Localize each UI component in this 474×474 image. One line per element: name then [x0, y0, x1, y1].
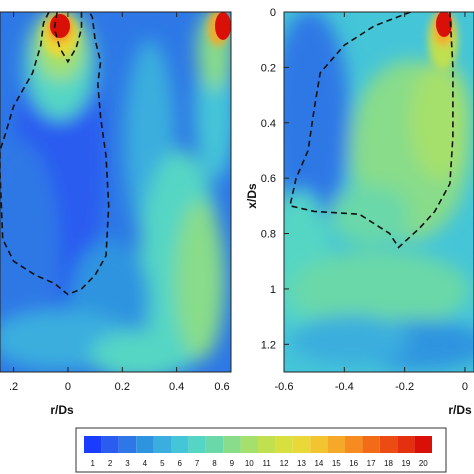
colorbar-swatch — [84, 436, 102, 453]
colorbar-swatch — [275, 436, 293, 453]
colorbar-swatch — [240, 436, 258, 453]
colorbar-swatch — [188, 436, 206, 453]
left-dashed-contour — [0, 12, 110, 296]
left-plot-frame — [0, 11, 232, 373]
colorbar-swatch — [136, 436, 154, 453]
colorbar-swatch — [327, 436, 345, 453]
right-x-tick-label: -0.6 — [275, 381, 294, 393]
colorbar-label: 16 — [349, 459, 358, 468]
right-plot-frame — [283, 11, 474, 373]
colorbar-label: 7 — [195, 459, 200, 468]
colorbar-swatch — [118, 436, 137, 453]
colorbar-swatch — [379, 436, 398, 453]
left-x-tick-label: 0 — [65, 381, 71, 393]
colorbar-swatch — [362, 436, 380, 453]
right-y-tick-label: 0.8 — [261, 229, 276, 241]
right-dashed-contour — [289, 12, 454, 249]
colorbar: 1 2 3 4 5 6 7 8 9 10 11 12 13 14 15 16 17 18 19 20 — [84, 436, 432, 468]
right-x-axis-label: r/Ds — [448, 403, 472, 417]
right-hotspot — [436, 12, 452, 37]
colorbar-swatch — [414, 436, 432, 453]
left-inner-contour — [53, 12, 83, 64]
right-x-axis: -0.6 -0.4 -0.2 0 — [275, 12, 468, 393]
left-heatmap — [0, 12, 231, 372]
left-x-axis-label: r/Ds — [50, 403, 74, 417]
colorbar-swatch — [397, 436, 415, 453]
colorbar-label: 19 — [401, 459, 410, 468]
colorbar-swatch — [345, 436, 363, 453]
left-hotspot-center — [50, 14, 70, 38]
colorbar-label: 14 — [314, 459, 323, 468]
colorbar-swatch — [258, 436, 276, 453]
colorbar-label: 3 — [125, 459, 130, 468]
colorbar-swatch — [153, 436, 171, 453]
colorbar-label: 6 — [177, 459, 182, 468]
right-x-tick-label: -0.2 — [395, 381, 414, 393]
colorbar-swatch — [205, 436, 224, 453]
left-x-axis: .2 0 0.2 0.4 0.6 — [9, 12, 232, 393]
right-y-tick-label: 0.2 — [261, 62, 276, 74]
colorbar-swatch — [292, 436, 311, 453]
colorbar-label: 9 — [230, 459, 235, 468]
colorbar-swatch — [171, 436, 189, 453]
colorbar-label: 8 — [212, 459, 217, 468]
right-y-tick-label: 0 — [270, 7, 276, 19]
left-x-tick-label: .2 — [9, 381, 18, 393]
colorbar-label: 2 — [108, 459, 113, 468]
left-x-tick-label: 0.6 — [214, 381, 229, 393]
colorbar-label: 11 — [263, 459, 272, 468]
colorbar-label: 4 — [143, 459, 148, 468]
right-y-tick-label: 0.6 — [261, 173, 276, 185]
right-heatmap — [284, 12, 474, 372]
colorbar-label: 1 — [90, 459, 95, 468]
left-x-tick-label: 0.2 — [115, 381, 130, 393]
left-x-tick-label: 0.4 — [169, 381, 184, 393]
colorbar-label: 15 — [332, 459, 341, 468]
right-y-axis-label: x/Ds — [245, 183, 259, 209]
left-hotspot-edge — [215, 12, 231, 40]
colorbar-label: 10 — [245, 459, 254, 468]
right-y-tick-label: 1 — [270, 284, 276, 296]
colorbar-label: 5 — [160, 459, 165, 468]
colorbar-swatch — [101, 436, 119, 453]
right-y-tick-label: 0.4 — [261, 118, 276, 130]
colorbar-label: 12 — [280, 459, 289, 468]
right-x-tick-label: -0.4 — [335, 381, 354, 393]
colorbar-label: 17 — [367, 459, 376, 468]
colorbar-swatch — [310, 436, 328, 453]
colorbar-label: 18 — [384, 459, 393, 468]
colorbar-swatch — [223, 436, 241, 453]
right-y-tick-label: 1.2 — [261, 339, 276, 351]
right-x-tick-label: 0 — [462, 381, 468, 393]
colorbar-label: 20 — [419, 459, 428, 468]
colorbar-label: 13 — [297, 459, 306, 468]
right-y-axis: 0 0.2 0.4 0.6 0.8 1 1.2 — [261, 7, 289, 351]
